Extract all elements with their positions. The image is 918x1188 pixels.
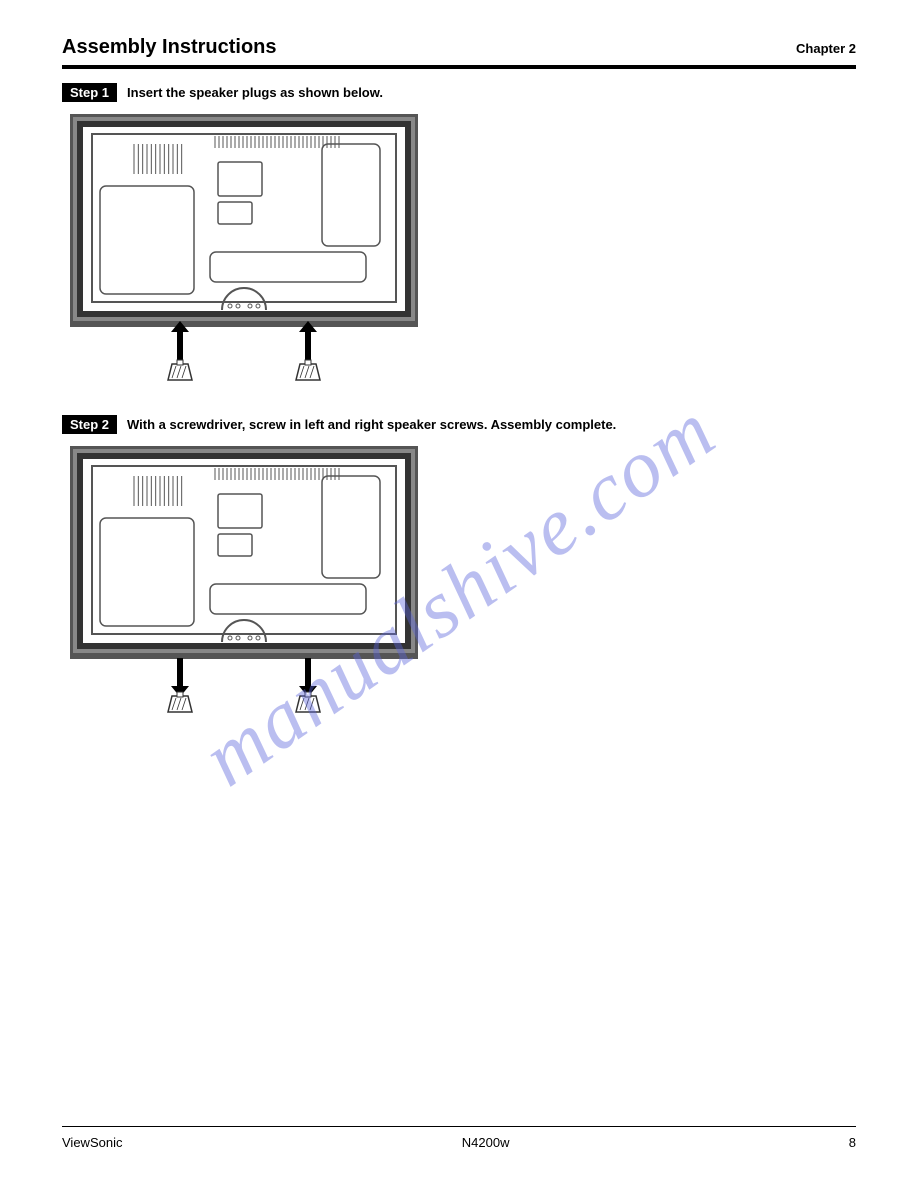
step-1-caption: Insert the speaker plugs as shown below. <box>127 85 383 100</box>
page-title: Assembly Instructions <box>62 36 277 59</box>
step-1-section: Step 1 Insert the speaker plugs as shown… <box>62 83 856 387</box>
chapter-label: Chapter 2 <box>796 41 856 56</box>
step-2-section: Step 2 With a screwdriver, screw in left… <box>62 415 856 719</box>
footer-left: ViewSonic <box>62 1135 122 1150</box>
footer: ViewSonic N4200w 8 <box>62 1126 856 1150</box>
footer-center: N4200w <box>462 1135 510 1150</box>
step-1-head: Step 1 Insert the speaker plugs as shown… <box>62 83 856 102</box>
footer-rule <box>62 1126 856 1127</box>
footer-right: 8 <box>849 1135 856 1150</box>
step-1-badge: Step 1 <box>62 83 117 102</box>
step-2-diagram <box>70 446 856 719</box>
step-2-badge: Step 2 <box>62 415 117 434</box>
title-rule <box>62 65 856 69</box>
step-2-head: Step 2 With a screwdriver, screw in left… <box>62 415 856 434</box>
step-1-diagram <box>70 114 856 387</box>
step-2-caption: With a screwdriver, screw in left and ri… <box>127 417 616 432</box>
header-row: Assembly Instructions Chapter 2 <box>62 36 856 59</box>
